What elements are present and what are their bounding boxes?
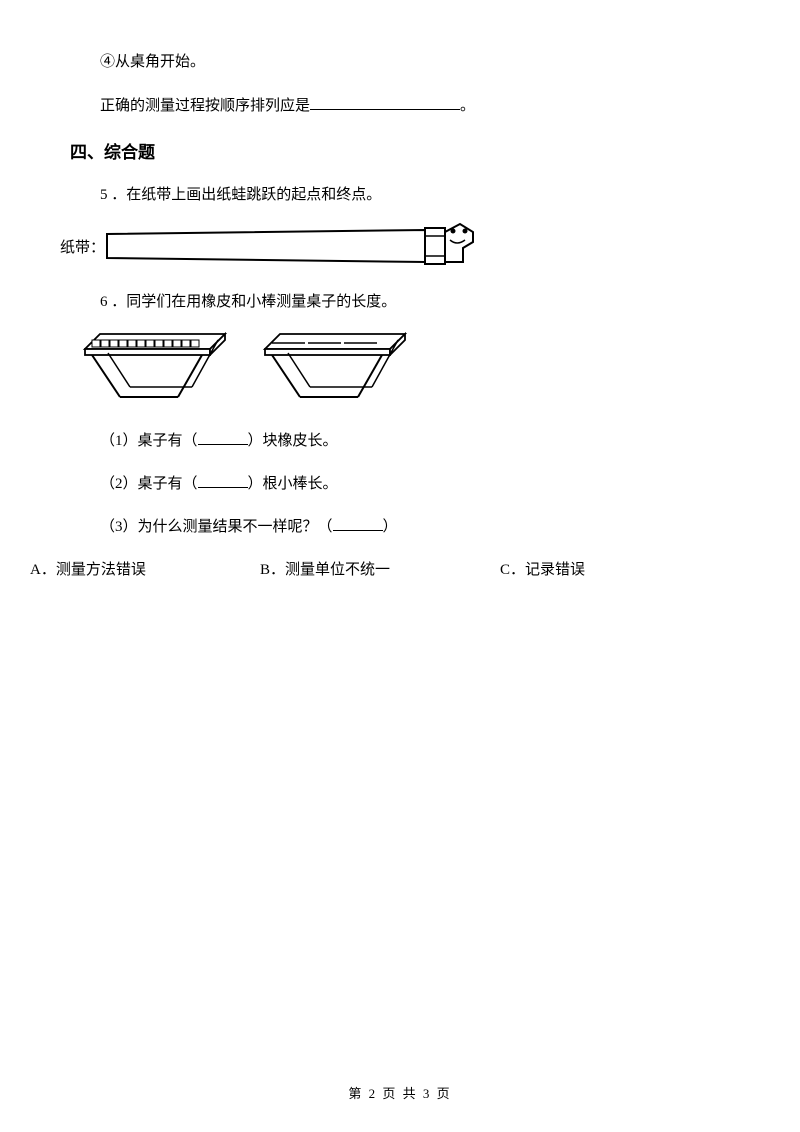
order-sentence: 正确的测量过程按顺序排列应是 。: [100, 94, 720, 118]
table-with-erasers-figure: [80, 329, 230, 404]
page-footer: 第 2 页 共 3 页: [0, 1083, 800, 1102]
question-6: 6 ．同学们在用橡皮和小棒测量桌子的长度。: [100, 290, 720, 311]
section-4-title: 四、综合题: [70, 138, 720, 163]
option-b[interactable]: B．测量单位不统一: [260, 558, 500, 579]
paper-tape-figure: [105, 222, 495, 272]
q6-1-pre: （1）桌子有（: [100, 433, 198, 449]
q6-2-pre: （2）桌子有（: [100, 476, 198, 492]
table-with-sticks-figure: [260, 329, 410, 404]
blank-6-2[interactable]: [198, 473, 248, 488]
order-suffix: 。: [460, 98, 475, 114]
question-6-1: （1）桌子有（ ）块橡皮长。: [100, 429, 720, 450]
blank-line-long[interactable]: [310, 95, 460, 110]
q6-3-pre: （3）为什么测量结果不一样呢？（: [100, 519, 333, 535]
question-6-2: （2）桌子有（ ）根小棒长。: [100, 472, 720, 493]
blank-6-3[interactable]: [333, 516, 383, 531]
question-5: 5 ．在纸带上画出纸蛙跳跃的起点和终点。: [100, 183, 720, 204]
order-prefix: 正确的测量过程按顺序排列应是: [100, 98, 310, 114]
tape-label: 纸带：: [60, 236, 105, 257]
q6-1-post: ）块橡皮长。: [248, 433, 338, 449]
q6-3-post: ）: [383, 519, 398, 535]
blank-6-1[interactable]: [198, 430, 248, 445]
q6-2-post: ）根小棒长。: [248, 476, 338, 492]
line-item-4: ④从桌角开始。: [100, 50, 720, 74]
options-row: A．测量方法错误 B．测量单位不统一 C．记录错误: [30, 558, 720, 579]
option-a[interactable]: A．测量方法错误: [30, 558, 260, 579]
option-c[interactable]: C．记录错误: [500, 558, 585, 579]
question-6-3: （3）为什么测量结果不一样呢？（ ）: [100, 515, 720, 536]
